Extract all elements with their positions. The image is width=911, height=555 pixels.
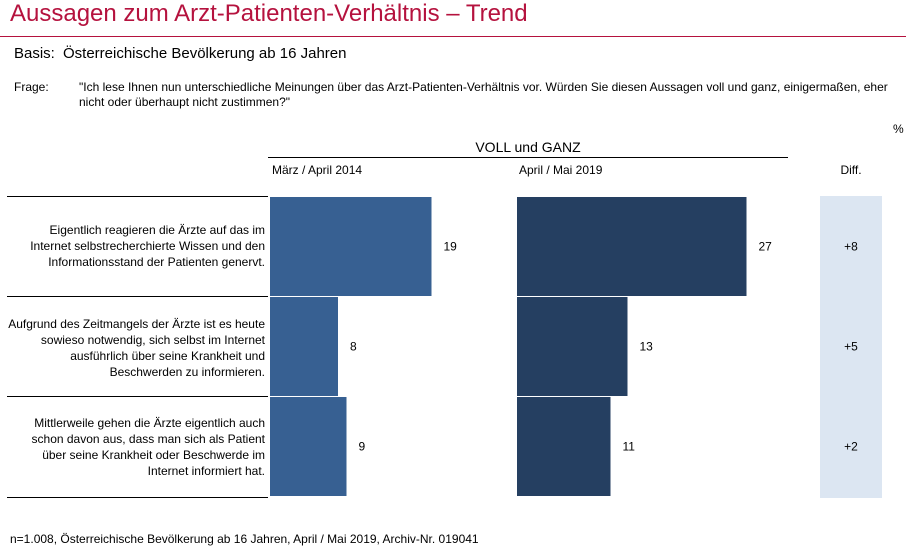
row-label-2: Aufgrund des Zeitmangels der Ärzte ist e… — [8, 317, 265, 379]
series-header-2019: April / Mai 2019 — [519, 163, 603, 177]
diff-value-row-2: +5 — [844, 340, 858, 354]
row-label-1: Eigentlich reagieren die Ärzte auf das i… — [30, 223, 265, 269]
row-rule — [7, 396, 268, 397]
data-label-2014-row-2: 8 — [350, 340, 357, 354]
basis-label: Basis: — [14, 45, 55, 62]
row-rule — [7, 497, 268, 498]
diff-value-row-1: +8 — [844, 240, 858, 254]
bar-2014-row-3 — [270, 397, 347, 496]
data-label-2014-row-1: 19 — [444, 240, 458, 254]
group-header-rule — [268, 157, 788, 158]
question-label: Frage: — [14, 80, 49, 94]
diff-column-background — [820, 196, 882, 498]
data-label-2019-row-2: 13 — [640, 340, 654, 354]
unit-label: % — [893, 122, 904, 136]
bar-2019-row-1 — [517, 197, 747, 296]
bar-2014-row-2 — [270, 297, 338, 396]
question-text: "Ich lese Ihnen nun unterschiedliche Mei… — [79, 80, 888, 109]
diff-value-row-3: +2 — [844, 440, 858, 454]
group-header: VOLL und GANZ — [475, 139, 581, 155]
chart-title: Aussagen zum Arzt-Patienten-Verhältnis –… — [10, 0, 528, 27]
data-label-2019-row-3: 11 — [623, 440, 636, 454]
row-rule — [7, 296, 268, 297]
data-label-2019-row-1: 27 — [759, 240, 773, 254]
bar-2019-row-2 — [517, 297, 628, 396]
row-label-3: Mittlerweile gehen die Ärzte eigentlich … — [31, 416, 265, 478]
diff-header: Diff. — [840, 163, 862, 177]
title-rule — [0, 36, 906, 37]
bar-2014-row-1 — [270, 197, 432, 296]
basis-value: Österreichische Bevölkerung ab 16 Jahren — [63, 45, 347, 62]
row-rule — [7, 196, 268, 197]
series-header-2014: März / April 2014 — [272, 163, 363, 177]
data-label-2014-row-3: 9 — [359, 440, 366, 454]
footnote: n=1.008, Österreichische Bevölkerung ab … — [10, 532, 479, 546]
bar-2019-row-3 — [517, 397, 611, 496]
